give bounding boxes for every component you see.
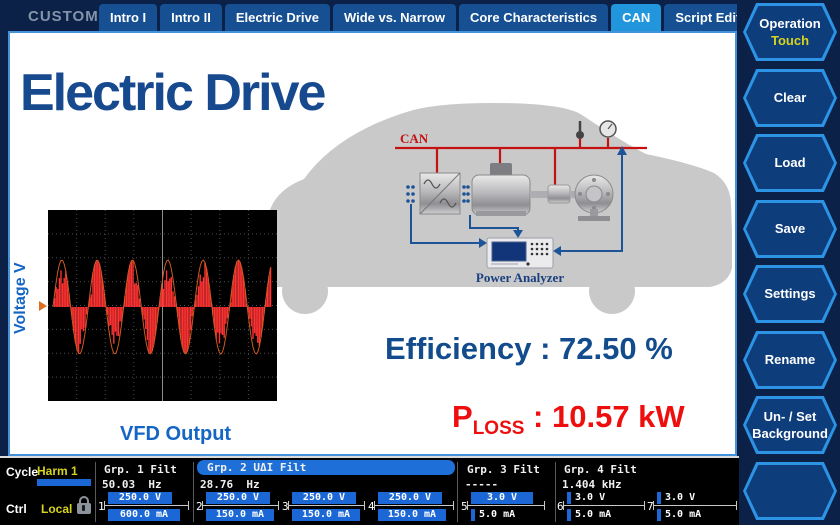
rename-button[interactable]: Rename — [743, 331, 837, 389]
cycle-mode-bar — [37, 479, 91, 486]
status-bar: Cycle Harm 1 Ctrl Local Grp. 1 Filt 50.0… — [0, 456, 739, 525]
tab-intro-2[interactable]: Intro II — [160, 4, 222, 31]
channel-6-range[interactable]: 6 3.0 V 5.0 mA — [557, 491, 646, 522]
group-1-frequency: 50.03 Hz — [102, 478, 162, 491]
range-line — [288, 501, 365, 510]
current-range-value: 5.0 mA — [471, 509, 515, 521]
lock-icon[interactable] — [77, 496, 91, 514]
ploss-value: 10.57 kW — [551, 399, 685, 434]
can-bus-label: CAN — [400, 131, 429, 146]
efficiency-readout: Efficiency : 72.50 % — [385, 331, 673, 366]
operation-mode-value: Touch — [770, 32, 810, 48]
load-flywheel-icon — [574, 174, 614, 221]
scope-waveform — [48, 210, 277, 401]
drivetrain-diagram: CAN — [267, 103, 732, 314]
range-line — [563, 501, 645, 510]
power-loss-readout: PLOSS : 10.57 kW — [452, 399, 685, 440]
efficiency-value: 72.50 % — [559, 331, 673, 366]
ctrl-label: Ctrl — [6, 502, 27, 516]
voltage-range-value: 250.0 V — [292, 492, 356, 504]
group-1-name[interactable]: Grp. 1 Filt — [104, 463, 177, 476]
efficiency-label: Efficiency — [385, 331, 532, 366]
tab-strip: Intro I Intro II Electric Drive Wide vs.… — [99, 4, 765, 31]
current-range-value: 600.0 mA — [108, 509, 180, 521]
group-3-name[interactable]: Grp. 3 Filt — [467, 463, 540, 476]
load-button[interactable]: Load — [743, 134, 837, 192]
scope-caption: VFD Output — [120, 423, 232, 445]
main-panel: Electric Drive — [8, 31, 737, 456]
channel-3-range[interactable]: 3 250.0 V 150.0 mA — [282, 491, 366, 522]
group-2-selected[interactable]: Grp. 2 UΔI Filt — [197, 460, 455, 475]
gauge-sensor-icon — [599, 120, 617, 138]
settings-button[interactable]: Settings — [743, 265, 837, 323]
range-line — [104, 501, 189, 510]
tab-electric-drive[interactable]: Electric Drive — [224, 4, 330, 31]
unset-background-button[interactable]: Un- / Set Background — [743, 396, 837, 454]
channel-5-range[interactable]: 5 3.0 V 5.0 mA — [461, 491, 546, 522]
scope-y-axis-label: Voltage V — [12, 262, 29, 334]
voltage-range-value: 3.0 V — [657, 492, 695, 504]
voltage-range-value: 250.0 V — [378, 492, 442, 504]
divider — [95, 462, 96, 522]
top-bar: CUSTOM Intro I Intro II Electric Drive W… — [0, 0, 765, 31]
divider — [555, 462, 556, 522]
measurement-wiring — [410, 153, 623, 252]
voltage-range-value: 3.0 V — [567, 492, 605, 504]
scope-panel — [39, 210, 277, 401]
cycle-mode-value[interactable]: Harm 1 — [37, 464, 78, 478]
ploss-subscript: LOSS — [472, 418, 525, 440]
tab-wide-vs-narrow[interactable]: Wide vs. Narrow — [332, 4, 456, 31]
range-line — [202, 501, 279, 510]
softkey-sidebar: Operation Touch Clear Load Save Settings … — [737, 0, 840, 525]
group-2-name: Grp. 2 UΔI Filt — [207, 461, 307, 474]
channel-2-range[interactable]: 2 250.0 V 150.0 mA — [196, 491, 280, 522]
operation-button[interactable]: Operation Touch — [743, 3, 837, 61]
divider — [193, 462, 194, 522]
channel-1-range[interactable]: 1 250.0 V 600.0 mA — [98, 491, 190, 522]
channel-4-range[interactable]: 4 250.0 V 150.0 mA — [368, 491, 455, 522]
phase-terminal-dots — [406, 185, 470, 203]
tab-core-characteristics[interactable]: Core Characteristics — [458, 4, 609, 31]
blank-softkey-button[interactable] — [743, 462, 837, 520]
can-bus-lines — [395, 138, 647, 185]
tab-intro-1[interactable]: Intro I — [99, 4, 158, 31]
range-line — [467, 501, 545, 510]
current-range-value: 150.0 mA — [378, 509, 446, 521]
inverter-icon — [419, 172, 461, 215]
group-4-frequency: 1.404 kHz — [562, 478, 622, 491]
custom-mode-label: CUSTOM — [28, 8, 99, 25]
voltage-range-value: 250.0 V — [108, 492, 172, 504]
channel-7-range[interactable]: 7 3.0 V 5.0 mA — [647, 491, 738, 522]
current-range-value: 150.0 mA — [292, 509, 360, 521]
group-2-frequency: 28.76 Hz — [200, 478, 260, 491]
power-analyzer-label: Power Analyzer — [476, 270, 564, 285]
clear-button[interactable]: Clear — [743, 69, 837, 127]
voltage-range-value: 3.0 V — [471, 492, 533, 504]
temperature-sensor-icon — [576, 121, 584, 139]
page-title: Electric Drive — [20, 64, 326, 122]
save-button[interactable]: Save — [743, 200, 837, 258]
range-line — [374, 501, 454, 510]
current-range-value: 5.0 mA — [567, 509, 611, 521]
current-range-value: 150.0 mA — [206, 509, 274, 521]
scope-trigger-marker-icon — [39, 301, 47, 311]
divider — [457, 462, 458, 522]
tab-can[interactable]: CAN — [611, 4, 662, 31]
wiring-arrowheads — [479, 146, 627, 256]
voltage-range-value: 250.0 V — [206, 492, 270, 504]
power-analyzer-icon — [486, 237, 554, 269]
cycle-label: Cycle — [6, 465, 39, 479]
motor-icon — [471, 163, 582, 216]
range-line — [653, 501, 737, 510]
ploss-label: P — [452, 399, 473, 434]
group-3-frequency: ----- — [465, 478, 499, 491]
current-range-value: 5.0 mA — [657, 509, 701, 521]
ctrl-mode-value[interactable]: Local — [41, 502, 73, 516]
group-4-name[interactable]: Grp. 4 Filt — [564, 463, 637, 476]
